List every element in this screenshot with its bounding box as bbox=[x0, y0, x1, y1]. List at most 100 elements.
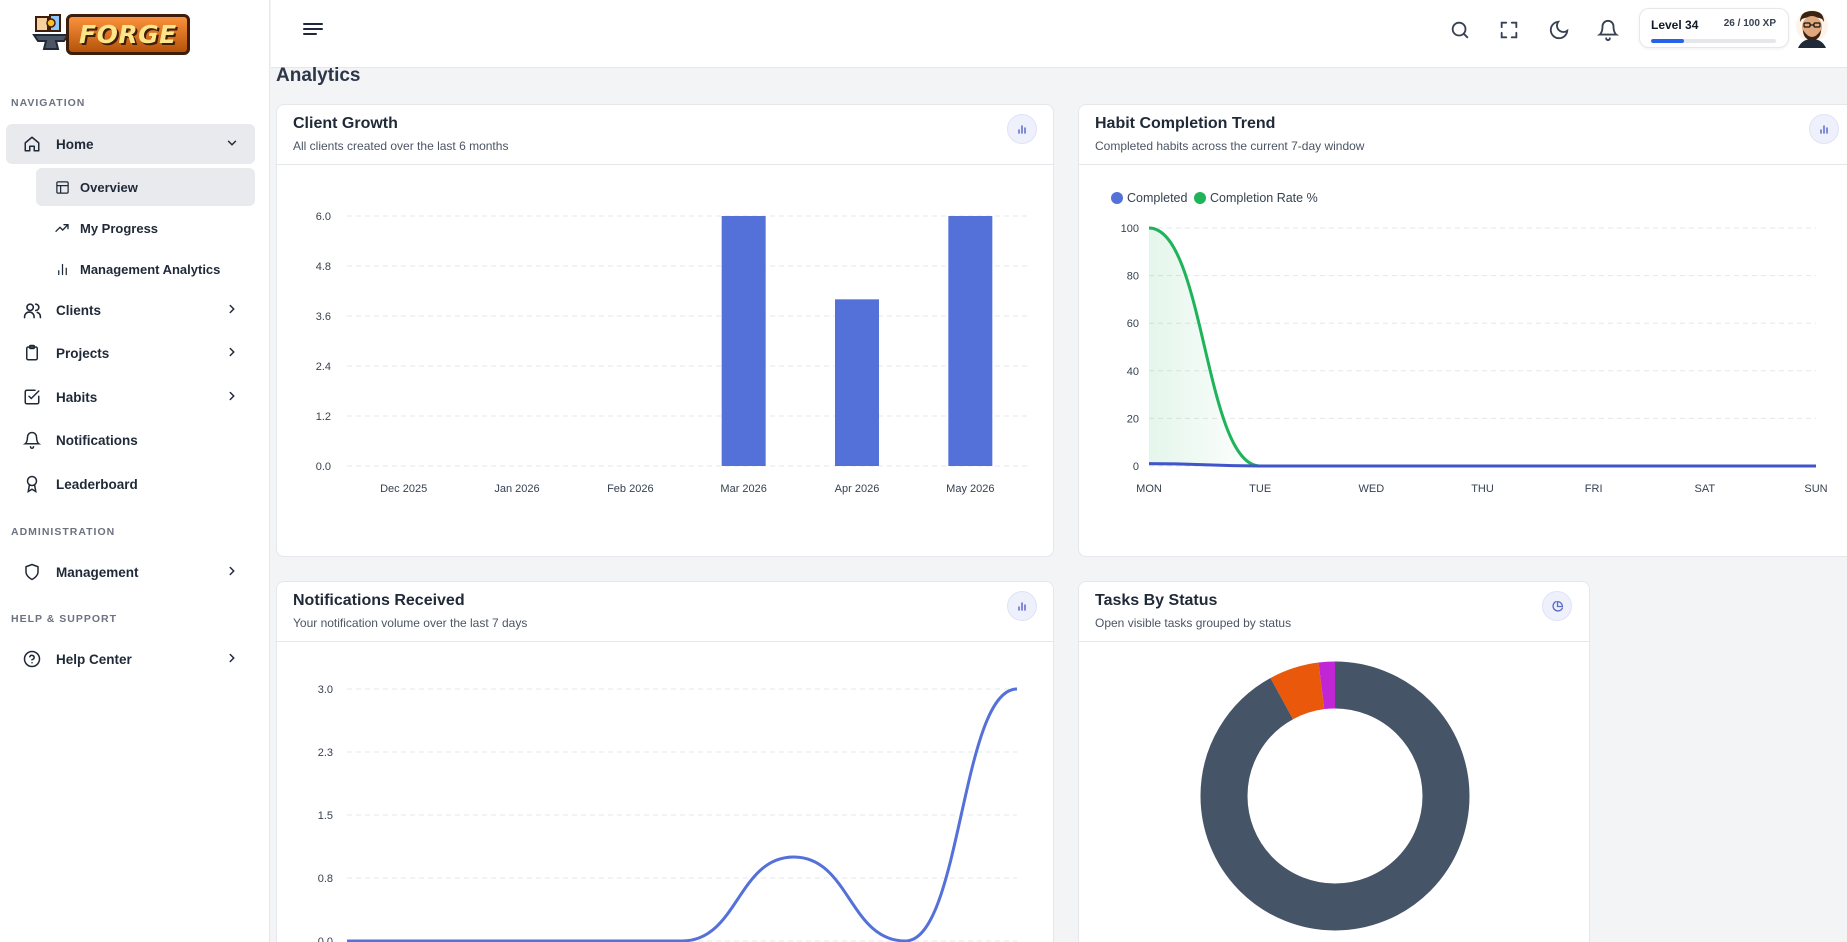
section-navigation: NAVIGATION bbox=[11, 97, 86, 109]
sidebar-subitem-my-progress[interactable]: My Progress bbox=[36, 209, 255, 247]
y-tick-label: 1.5 bbox=[318, 810, 333, 822]
x-tick-label: Mar 2026 bbox=[720, 483, 766, 495]
section-help-support: HELP & SUPPORT bbox=[11, 613, 117, 625]
help-circle-icon bbox=[22, 649, 42, 669]
sidebar-item-clients[interactable]: Clients bbox=[6, 290, 255, 330]
client-growth-card: Client Growth All clients created over t… bbox=[276, 104, 1054, 557]
sidebar-item-notifications[interactable]: Notifications bbox=[6, 420, 255, 460]
y-tick-label: 60 bbox=[1127, 318, 1139, 330]
page-title: Analytics bbox=[276, 65, 361, 86]
chart-type-button[interactable] bbox=[1007, 114, 1037, 144]
y-tick-label: 20 bbox=[1127, 413, 1139, 425]
sidebar-item-label: Home bbox=[56, 136, 94, 152]
app-logo[interactable]: FORGE bbox=[0, 0, 269, 68]
bar-chart-icon bbox=[1018, 125, 1026, 134]
x-tick-label: WED bbox=[1358, 483, 1384, 495]
card-subtitle: Open visible tasks grouped by status bbox=[1095, 616, 1292, 630]
x-tick-label: FRI bbox=[1585, 483, 1603, 495]
y-tick-label: 3.0 bbox=[318, 684, 333, 696]
xp-progress-fill bbox=[1651, 39, 1684, 43]
chevron-right-icon bbox=[229, 566, 235, 576]
card-title: Client Growth bbox=[293, 115, 398, 132]
habit-trend-card: Habit Completion Trend Completed habits … bbox=[1078, 104, 1847, 557]
sidebar-subitem-overview[interactable]: Overview bbox=[36, 168, 255, 206]
bar bbox=[835, 299, 879, 466]
x-tick-label: SUN bbox=[1804, 483, 1827, 495]
habit-trend-chart: Completed Completion Rate % 0 20 40 60 80 100 MO… bbox=[1111, 191, 1828, 495]
y-tick-label: 0.0 bbox=[316, 461, 331, 473]
card-subtitle: All clients created over the last 6 mont… bbox=[293, 139, 509, 153]
sidebar-item-label: Leaderboard bbox=[56, 476, 138, 492]
y-tick-label: 40 bbox=[1127, 366, 1139, 378]
sidebar-item-label: Projects bbox=[56, 345, 110, 361]
chart-type-button[interactable] bbox=[1007, 591, 1037, 621]
chart-type-button[interactable] bbox=[1809, 114, 1839, 144]
bar-chart-icon bbox=[1018, 602, 1026, 611]
donut-slice bbox=[1200, 661, 1470, 931]
bar-chart-icon bbox=[54, 261, 70, 277]
card-title: Tasks By Status bbox=[1095, 592, 1218, 609]
series-line-completion-rate bbox=[1148, 226, 1816, 468]
chevron-right-icon bbox=[229, 347, 235, 357]
legend-swatch bbox=[1111, 192, 1123, 204]
anvil-hammer-icon bbox=[32, 14, 70, 50]
sidebar: FORGE NAVIGATION Home Overview My Progre… bbox=[0, 0, 270, 942]
x-tick-label: Feb 2026 bbox=[607, 483, 653, 495]
client-growth-chart: 0.0 1.2 2.4 3.6 4.8 6.0 Dec 2025 Jan 2026 Feb 20… bbox=[316, 211, 1027, 495]
chevron-down-icon bbox=[227, 140, 237, 146]
pie-chart-icon bbox=[1551, 600, 1563, 612]
home-icon bbox=[22, 134, 42, 154]
bar bbox=[721, 216, 766, 466]
notifications-chart: 0.0 0.8 1.5 2.3 3.0 bbox=[318, 684, 1018, 942]
x-tick-label: TUE bbox=[1249, 483, 1271, 495]
checkbox-icon bbox=[22, 387, 42, 407]
sidebar-item-label: Help Center bbox=[56, 651, 132, 667]
xp-text: 26 / 100 XP bbox=[1723, 18, 1776, 29]
sidebar-subitem-label: My Progress bbox=[80, 220, 159, 236]
y-tick-label: 4.8 bbox=[316, 261, 331, 273]
sidebar-subitem-management-analytics[interactable]: Management Analytics bbox=[36, 250, 255, 288]
chevron-right-icon bbox=[229, 653, 235, 663]
top-header: Level 34 26 / 100 XP bbox=[271, 0, 1847, 68]
sidebar-item-projects[interactable]: Projects bbox=[6, 333, 255, 373]
legend-label: Completion Rate % bbox=[1210, 191, 1318, 205]
y-tick-label: 2.3 bbox=[318, 747, 333, 759]
trending-up-icon bbox=[54, 220, 70, 236]
bar bbox=[948, 216, 993, 466]
award-icon bbox=[22, 474, 42, 494]
avatar[interactable] bbox=[1794, 8, 1830, 48]
menu-icon[interactable] bbox=[301, 18, 325, 42]
x-tick-label: MON bbox=[1136, 483, 1162, 495]
sidebar-item-help-center[interactable]: Help Center bbox=[6, 639, 255, 679]
sidebar-subitem-label: Overview bbox=[80, 179, 138, 195]
chevron-right-icon bbox=[229, 304, 235, 314]
bell-icon[interactable] bbox=[1597, 19, 1619, 41]
x-tick-label: Apr 2026 bbox=[835, 483, 880, 495]
x-tick-label: May 2026 bbox=[946, 483, 994, 495]
shield-icon bbox=[22, 562, 42, 582]
xp-progress-bar bbox=[1651, 39, 1776, 43]
bar-chart-icon bbox=[1820, 125, 1828, 134]
sidebar-item-leaderboard[interactable]: Leaderboard bbox=[6, 464, 255, 504]
sidebar-item-label: Clients bbox=[56, 302, 102, 318]
legend-label: Completed bbox=[1127, 191, 1187, 205]
card-subtitle: Completed habits across the current 7-da… bbox=[1095, 139, 1365, 153]
sidebar-item-habits[interactable]: Habits bbox=[6, 377, 255, 417]
level-progress-card[interactable]: Level 34 26 / 100 XP bbox=[1639, 8, 1789, 48]
moon-icon[interactable] bbox=[1548, 19, 1570, 41]
search-icon[interactable] bbox=[1449, 19, 1471, 41]
y-tick-label: 3.6 bbox=[316, 311, 331, 323]
sidebar-item-home[interactable]: Home bbox=[6, 124, 255, 164]
bell-icon bbox=[22, 430, 42, 450]
logo-text: FORGE bbox=[66, 13, 190, 55]
x-tick-label: Jan 2026 bbox=[494, 483, 539, 495]
y-tick-label: 1.2 bbox=[316, 411, 331, 423]
level-label: Level 34 bbox=[1651, 18, 1699, 32]
chart-type-button[interactable] bbox=[1542, 591, 1572, 621]
fullscreen-icon[interactable] bbox=[1498, 19, 1520, 41]
sidebar-item-management[interactable]: Management bbox=[6, 552, 255, 592]
x-tick-label: Dec 2025 bbox=[380, 483, 427, 495]
users-icon bbox=[22, 300, 42, 320]
layout-icon bbox=[54, 179, 70, 195]
notifications-card: Notifications Received Your notification… bbox=[276, 581, 1054, 942]
